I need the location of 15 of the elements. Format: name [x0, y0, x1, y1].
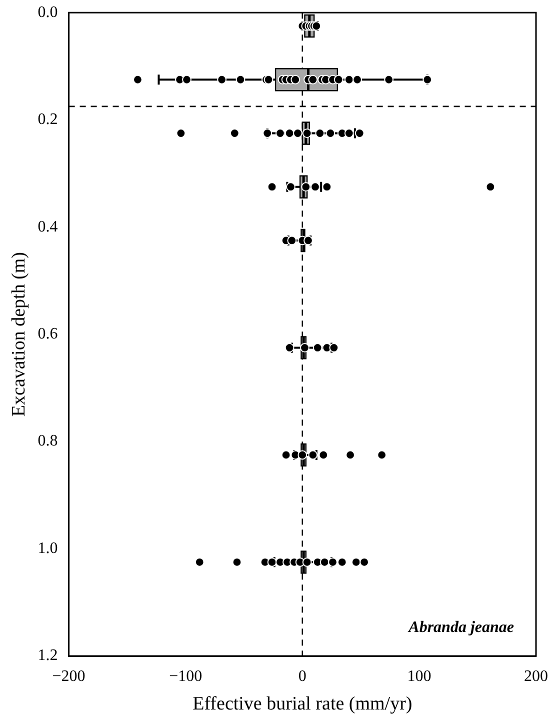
- y-axis-title: Excavation depth (m): [8, 252, 30, 417]
- x-tick-label: 100: [407, 668, 432, 685]
- y-tick-label: 0.2: [38, 111, 58, 128]
- x-tick-label: 0: [298, 668, 306, 685]
- x-tick-label: −100: [169, 668, 202, 685]
- y-tick-label: 0.4: [38, 218, 58, 236]
- y-tick-label: 1.2: [38, 647, 58, 664]
- x-tick-label: 200: [524, 668, 548, 685]
- y-tick-label: 0.8: [38, 432, 58, 450]
- y-tick-label: 0.0: [38, 4, 58, 21]
- y-tick-label: 1.0: [38, 540, 58, 557]
- x-tick-label: −200: [52, 668, 86, 685]
- annotation: Abranda jeanae: [408, 619, 514, 636]
- x-axis-title: Effective burial rate (mm/yr): [192, 694, 412, 715]
- y-tick-label: 0.6: [38, 326, 58, 343]
